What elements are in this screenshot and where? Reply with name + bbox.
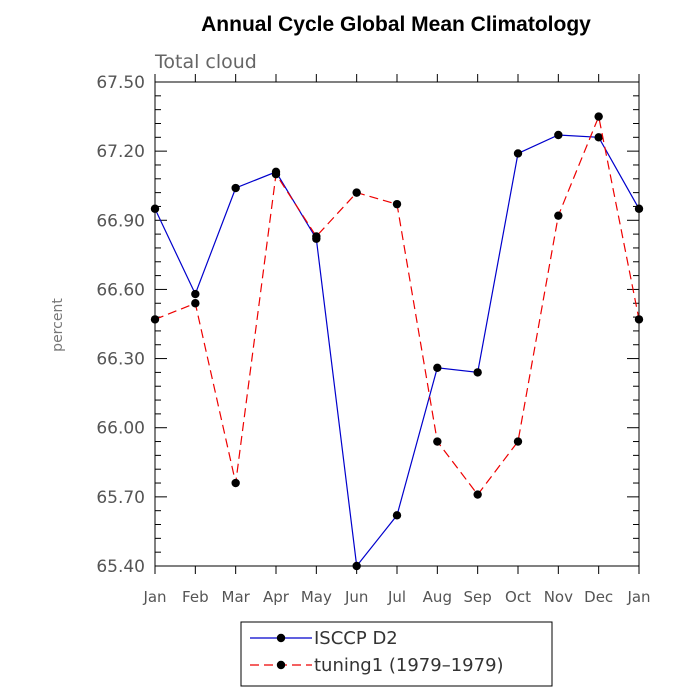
x-tick-label: Jan bbox=[142, 588, 166, 606]
x-tick-label: Jun bbox=[344, 588, 368, 606]
legend-label-0: ISCCP D2 bbox=[314, 628, 398, 649]
x-tick-label: Jul bbox=[387, 588, 406, 606]
series-1-point bbox=[271, 169, 281, 179]
series-1-point bbox=[352, 188, 361, 197]
series-1-point bbox=[594, 112, 603, 121]
legend: ISCCP D2 tuning1 (1979–1979) bbox=[240, 621, 553, 687]
y-tick-label: 67.20 bbox=[96, 142, 145, 162]
series-1-point bbox=[433, 437, 442, 446]
x-tick-label: Apr bbox=[263, 588, 290, 606]
series-0-point bbox=[513, 149, 523, 158]
y-axis: 65.40 65.70 66.00 66.30 66.60 66.90 67.20 67.50 bbox=[96, 73, 639, 577]
series-1-point bbox=[191, 299, 200, 308]
series-1-point bbox=[312, 232, 321, 241]
x-tick-label: Aug bbox=[423, 588, 452, 606]
y-tick-label: 65.70 bbox=[96, 488, 145, 508]
series-0-point bbox=[554, 130, 563, 140]
chart-subtitle: Total cloud bbox=[154, 51, 257, 73]
series-line-1 bbox=[154, 114, 640, 496]
series-line-0 bbox=[154, 134, 640, 568]
series-0-point bbox=[150, 204, 160, 213]
x-tick-label: Sep bbox=[464, 588, 492, 606]
y-tick-label: 66.30 bbox=[96, 350, 145, 370]
y-axis-label: percent bbox=[50, 298, 66, 352]
y-tick-label: 67.50 bbox=[96, 73, 145, 93]
legend-marker-0 bbox=[276, 633, 286, 643]
series-0-point bbox=[433, 363, 442, 372]
x-tick-label: Jan bbox=[626, 588, 650, 606]
legend-box bbox=[240, 621, 553, 687]
chart-title: Annual Cycle Global Mean Climatology bbox=[201, 13, 591, 36]
x-tick-label: Feb bbox=[182, 588, 209, 606]
x-axis: Jan Feb Mar Apr May Jun Jul Aug Sep Oct Nov Dec Jan bbox=[142, 74, 651, 606]
series-1-point bbox=[150, 315, 160, 324]
x-tick-label: May bbox=[301, 588, 332, 606]
series-0-point bbox=[231, 183, 240, 193]
x-tick-label: Nov bbox=[544, 588, 573, 606]
x-tick-label: Dec bbox=[584, 588, 613, 606]
series-1-point bbox=[513, 437, 523, 446]
x-tick-label: Mar bbox=[222, 588, 251, 606]
series-layer bbox=[150, 112, 644, 571]
plot-frame bbox=[154, 81, 640, 567]
series-0-point bbox=[473, 368, 482, 377]
series-0-point bbox=[392, 511, 402, 520]
legend-label-1: tuning1 (1979–1979) bbox=[314, 655, 504, 676]
series-1-point bbox=[231, 478, 240, 488]
series-0-point bbox=[191, 289, 200, 299]
series-1-point bbox=[392, 199, 402, 209]
series-1-point bbox=[473, 490, 482, 499]
series-0-point bbox=[594, 133, 603, 142]
y-tick-label: 65.40 bbox=[96, 557, 145, 577]
series-1-point bbox=[554, 211, 563, 220]
series-1-point bbox=[634, 315, 644, 324]
series-0-point bbox=[352, 561, 361, 571]
series-0-point bbox=[634, 204, 644, 213]
y-tick-label: 66.00 bbox=[96, 419, 145, 439]
y-tick-label: 66.60 bbox=[96, 280, 145, 300]
legend-marker-1 bbox=[276, 660, 286, 670]
x-tick-label: Oct bbox=[505, 588, 531, 606]
y-tick-label: 66.90 bbox=[96, 211, 145, 231]
